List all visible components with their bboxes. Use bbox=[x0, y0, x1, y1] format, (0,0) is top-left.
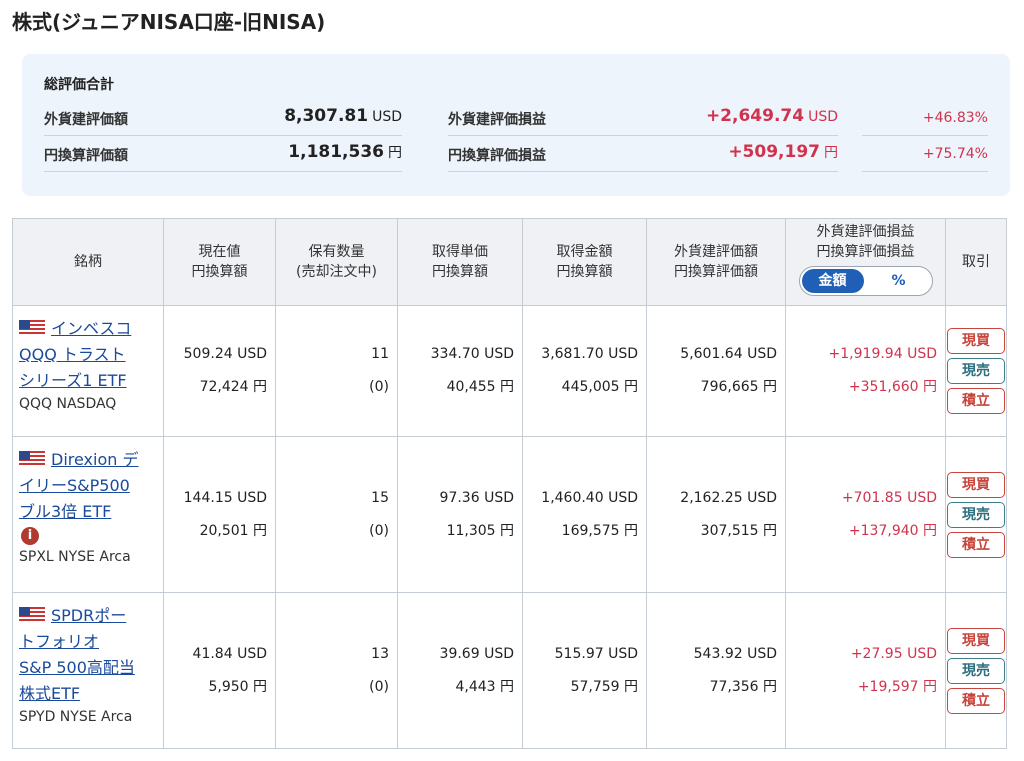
info-icon[interactable]: i bbox=[21, 527, 39, 545]
buy-button[interactable]: 現買 bbox=[947, 328, 1005, 354]
table-row: SPDRポー トフォリオ S&P 500高配当 株式ETF SPYD NYSE … bbox=[12, 592, 1007, 749]
unit-cost-cell: 334.70 USD 40,455 円 bbox=[397, 305, 523, 437]
accumulate-button[interactable]: 積立 bbox=[947, 531, 1005, 558]
qty-cell: 11 (0) bbox=[275, 305, 398, 437]
header-unit-cost: 取得単価 円換算額 bbox=[397, 218, 523, 306]
security-name-cell: インベスコ QQQ トラスト シリーズ1 ETF QQQ NASDAQ bbox=[12, 305, 164, 437]
unit-cost-cell: 39.69 USD 4,443 円 bbox=[397, 592, 523, 749]
sell-button[interactable]: 現売 bbox=[947, 657, 1005, 684]
security-link[interactable]: 株式ETF bbox=[19, 684, 81, 703]
qty-cell: 13 (0) bbox=[275, 592, 398, 749]
yen-value-label: 円換算評価額 bbox=[44, 148, 128, 164]
yen-value: 1,181,536 円 bbox=[288, 142, 402, 162]
header-name: 銘柄 bbox=[12, 218, 164, 306]
security-link[interactable]: S&P 500高配当 bbox=[19, 658, 135, 677]
ticker-label: SPXL NYSE Arca bbox=[19, 549, 131, 565]
yen-pl-row: 円換算評価損益 +509,197 円 bbox=[448, 138, 838, 172]
ticker-label: SPYD NYSE Arca bbox=[19, 709, 133, 725]
us-flag-icon bbox=[19, 320, 45, 336]
summary-heading: 総評価合計 bbox=[44, 77, 114, 93]
trade-cell: 現買 現売 積立 bbox=[945, 436, 1007, 593]
sell-button[interactable]: 現売 bbox=[947, 358, 1005, 384]
pl-cell: +701.85 USD +137,940 円 bbox=[785, 436, 946, 593]
table-row: Direxion デ イリーS&P500 ブル3倍 ETF i SPXL NYS… bbox=[12, 436, 1007, 593]
header-pl: 外貨建評価損益 円換算評価損益 金額 % bbox=[785, 218, 946, 306]
buy-button[interactable]: 現買 bbox=[947, 627, 1005, 654]
trade-cell: 現買 現売 積立 bbox=[945, 305, 1007, 437]
header-trade: 取引 bbox=[945, 218, 1007, 306]
page-title: 株式(ジュニアNISA口座-旧NISA) bbox=[12, 10, 326, 34]
security-name-cell: Direxion デ イリーS&P500 ブル3倍 ETF i SPXL NYS… bbox=[12, 436, 164, 593]
us-flag-icon bbox=[19, 451, 45, 467]
security-link[interactable]: イリーS&P500 bbox=[19, 476, 130, 495]
ticker-label: QQQ NASDAQ bbox=[19, 396, 117, 412]
security-link[interactable]: Direxion デ bbox=[51, 450, 139, 469]
toggle-percent[interactable]: % bbox=[891, 273, 906, 289]
accumulate-button[interactable]: 積立 bbox=[947, 687, 1005, 714]
foreign-value-label: 外貨建評価額 bbox=[44, 112, 128, 128]
unit-cost-cell: 97.36 USD 11,305 円 bbox=[397, 436, 523, 593]
pl-cell: +1,919.94 USD +351,660 円 bbox=[785, 305, 946, 437]
foreign-pl-pct: +46.83% bbox=[922, 110, 988, 126]
header-cost: 取得金額 円換算額 bbox=[522, 218, 647, 306]
foreign-pl: +2,649.74 USD bbox=[705, 106, 838, 126]
sell-button[interactable]: 現売 bbox=[947, 501, 1005, 528]
header-price: 現在値 円換算額 bbox=[163, 218, 276, 306]
accumulate-button[interactable]: 積立 bbox=[947, 388, 1005, 414]
price-cell: 509.24 USD 72,424 円 bbox=[163, 305, 276, 437]
cost-cell: 3,681.70 USD 445,005 円 bbox=[522, 305, 647, 437]
price-cell: 41.84 USD 5,950 円 bbox=[163, 592, 276, 749]
holdings-table: 銘柄 現在値 円換算額 保有数量 (売却注文中) 取得単価 円換算額 取得金額 円換算額… bbox=[12, 218, 1007, 749]
toggle-amount[interactable]: 金額 bbox=[801, 269, 864, 293]
foreign-pl-label: 外貨建評価損益 bbox=[448, 112, 546, 128]
security-link[interactable]: トフォリオ bbox=[19, 632, 100, 651]
table-header-row: 銘柄 現在値 円換算額 保有数量 (売却注文中) 取得単価 円換算額 取得金額 円換算額… bbox=[12, 218, 1007, 306]
security-link[interactable]: QQQ トラスト bbox=[19, 345, 126, 364]
security-name-cell: SPDRポー トフォリオ S&P 500高配当 株式ETF SPYD NYSE … bbox=[12, 592, 164, 749]
foreign-value-row: 外貨建評価額 8,307.81 USD bbox=[44, 102, 402, 136]
us-flag-icon bbox=[19, 607, 45, 623]
security-link[interactable]: SPDRポー bbox=[51, 606, 127, 625]
header-value: 外貨建評価額 円換算評価額 bbox=[646, 218, 786, 306]
value-cell: 5,601.64 USD 796,665 円 bbox=[646, 305, 786, 437]
trade-cell: 現買 現売 積立 bbox=[945, 592, 1007, 749]
cost-cell: 515.97 USD 57,759 円 bbox=[522, 592, 647, 749]
yen-pl: +509,197 円 bbox=[728, 142, 838, 162]
qty-cell: 15 (0) bbox=[275, 436, 398, 593]
yen-value-row: 円換算評価額 1,181,536 円 bbox=[44, 138, 402, 172]
yen-pl-pct: +75.74% bbox=[922, 146, 988, 162]
yen-pl-label: 円換算評価損益 bbox=[448, 148, 546, 164]
security-link[interactable]: ブル3倍 ETF bbox=[19, 502, 112, 521]
cost-cell: 1,460.40 USD 169,575 円 bbox=[522, 436, 647, 593]
value-cell: 2,162.25 USD 307,515 円 bbox=[646, 436, 786, 593]
security-link[interactable]: シリーズ1 ETF bbox=[19, 371, 127, 390]
security-link[interactable]: インベスコ bbox=[51, 319, 132, 338]
buy-button[interactable]: 現買 bbox=[947, 471, 1005, 498]
value-cell: 543.92 USD 77,356 円 bbox=[646, 592, 786, 749]
yen-pl-pct-row: +75.74% bbox=[862, 138, 988, 172]
pl-cell: +27.95 USD +19,597 円 bbox=[785, 592, 946, 749]
table-row: インベスコ QQQ トラスト シリーズ1 ETF QQQ NASDAQ 509.… bbox=[12, 305, 1007, 437]
summary-panel: 総評価合計 外貨建評価額 8,307.81 USD 円換算評価額 1,181,53… bbox=[22, 54, 1010, 196]
header-qty: 保有数量 (売却注文中) bbox=[275, 218, 398, 306]
foreign-value: 8,307.81 USD bbox=[284, 106, 402, 126]
foreign-pl-pct-row: +46.83% bbox=[862, 102, 988, 136]
price-cell: 144.15 USD 20,501 円 bbox=[163, 436, 276, 593]
pl-display-toggle[interactable]: 金額 % bbox=[798, 266, 933, 296]
foreign-pl-row: 外貨建評価損益 +2,649.74 USD bbox=[448, 102, 838, 136]
